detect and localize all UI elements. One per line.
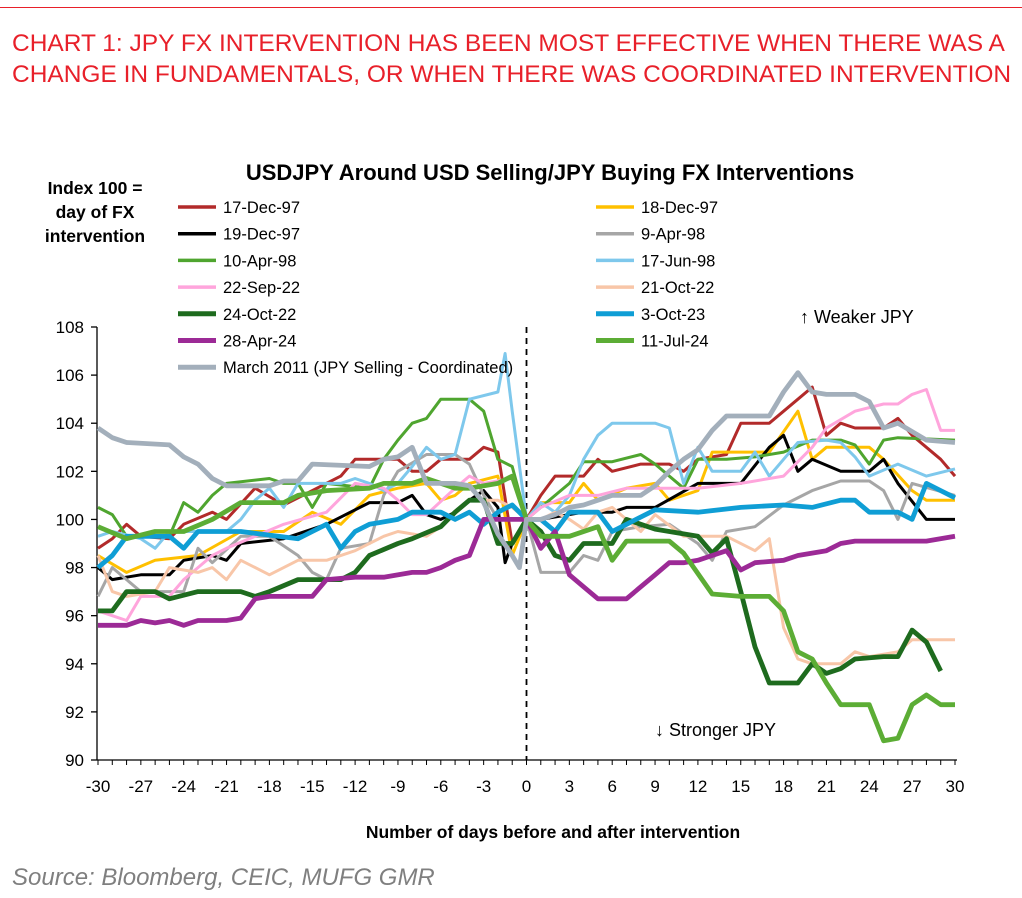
x-tick-label: 12 — [688, 777, 707, 796]
x-tick-label: 15 — [731, 777, 750, 796]
x-axis-label: Number of days before and after interven… — [366, 822, 740, 842]
legend-label: 19-Dec-97 — [223, 226, 300, 244]
x-tick-label: -15 — [300, 777, 325, 796]
y-tick-label: 102 — [56, 462, 84, 481]
annotation-stronger-jpy: ↓ Stronger JPY — [655, 720, 776, 740]
legend-label: 10-Apr-98 — [223, 252, 296, 270]
y-tick-label: 98 — [65, 559, 84, 578]
x-tick-label: -27 — [129, 777, 154, 796]
legend-label: 3-Oct-23 — [641, 306, 705, 324]
x-tick-label: 6 — [607, 777, 616, 796]
series-line-march-2011-jpy-selling-coordinated- — [96, 370, 956, 570]
x-tick-label: 24 — [860, 777, 879, 796]
x-tick-label: -9 — [390, 777, 405, 796]
series-line-11-jul-24 — [97, 473, 955, 744]
legend-label: 18-Dec-97 — [641, 199, 718, 217]
series-line-24-oct-22 — [98, 497, 943, 686]
legend-label: 11-Jul-24 — [641, 333, 709, 351]
legend-label: 21-Oct-22 — [641, 279, 714, 297]
legend-label: 24-Oct-22 — [223, 306, 296, 324]
x-tick-label: -18 — [257, 777, 282, 796]
x-tick-label: -6 — [433, 777, 448, 796]
series-line-28-apr-24 — [98, 517, 956, 628]
y-tick-label: 106 — [56, 366, 84, 385]
x-tick-label: 0 — [522, 777, 531, 796]
x-tick-label: 30 — [946, 777, 965, 796]
x-tick-label: -21 — [214, 777, 239, 796]
y-tick-label: 104 — [56, 414, 84, 433]
x-tick-label: 18 — [774, 777, 793, 796]
legend-label: 9-Apr-98 — [641, 226, 705, 244]
y-tick-label: 92 — [65, 703, 84, 722]
x-tick-label: 9 — [650, 777, 659, 796]
series-line-10-apr-98 — [97, 397, 956, 538]
y-axis-label: Index 100 = — [48, 178, 143, 198]
chart-header-title: CHART 1: JPY FX INTERVENTION HAS BEEN MO… — [12, 30, 1012, 88]
x-tick-label: -12 — [343, 777, 368, 796]
y-tick-label: 94 — [65, 655, 84, 674]
x-tick-label: -24 — [171, 777, 196, 796]
x-tick-label: 27 — [903, 777, 922, 796]
y-tick-label: 96 — [65, 607, 84, 626]
series-line-3-oct-23 — [96, 480, 957, 570]
y-tick-label: 108 — [56, 318, 84, 337]
chart-title: USDJPY Around USD Selling/JPY Buying FX … — [246, 160, 854, 185]
legend-label: 22-Sep-22 — [223, 279, 300, 297]
series-line-17-jun-98 — [97, 352, 956, 550]
y-tick-label: 90 — [65, 751, 84, 770]
x-tick-label: -30 — [86, 777, 111, 796]
source-note: Source: Bloomberg, CEIC, MUFG GMR — [12, 864, 435, 891]
series-line-19-dec-97 — [97, 433, 955, 582]
legend-label: 28-Apr-24 — [223, 333, 296, 351]
y-axis-label: day of FX — [56, 202, 135, 222]
legend-label: March 2011 (JPY Selling - Coordinated) — [223, 359, 513, 377]
legend-label: 17-Jun-98 — [641, 252, 715, 270]
x-tick-label: -3 — [476, 777, 491, 796]
y-axis-label: intervention — [45, 226, 145, 246]
x-tick-label: 3 — [565, 777, 574, 796]
legend-label: 17-Dec-97 — [223, 199, 300, 217]
x-tick-label: 21 — [817, 777, 836, 796]
y-tick-label: 100 — [56, 510, 84, 529]
header-rule — [0, 7, 1022, 8]
annotation-weaker-jpy: ↑ Weaker JPY — [800, 307, 914, 327]
